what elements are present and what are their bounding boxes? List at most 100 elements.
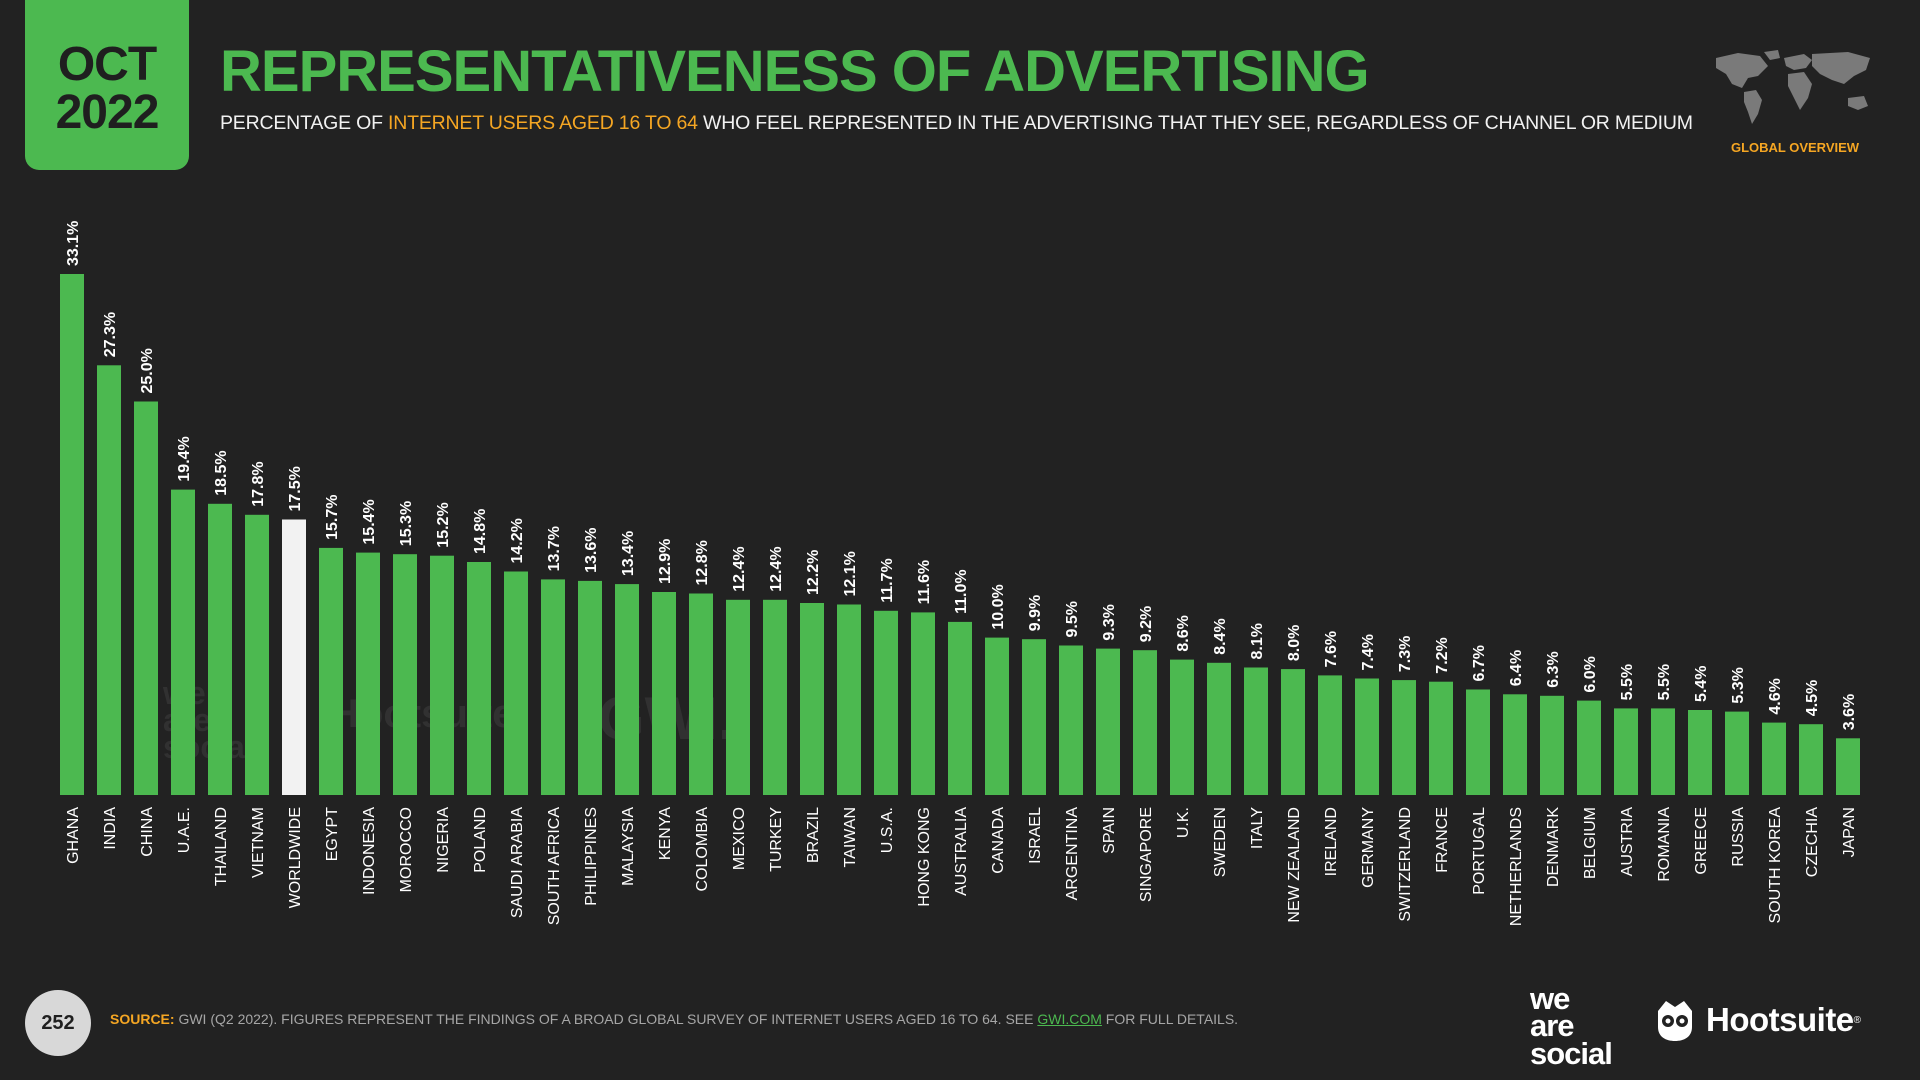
source-link[interactable]: GWI.COM bbox=[1037, 1011, 1102, 1027]
value-label: 12.4% bbox=[768, 546, 785, 591]
category-label: HONG KONG bbox=[916, 807, 933, 907]
category-label: ROMANIA bbox=[1656, 807, 1673, 882]
category-label: DENMARK bbox=[1545, 807, 1562, 887]
value-label: 6.0% bbox=[1582, 656, 1599, 692]
value-label: 12.1% bbox=[842, 551, 859, 596]
value-label: 9.5% bbox=[1064, 601, 1081, 637]
date-year: 2022 bbox=[55, 86, 160, 139]
category-label: POLAND bbox=[472, 807, 489, 873]
value-label: 5.4% bbox=[1693, 666, 1710, 702]
subtitle-pre: PERCENTAGE OF bbox=[220, 112, 389, 134]
bar-u-k bbox=[1170, 659, 1194, 795]
hootsuite-name: Hootsuite bbox=[1706, 1001, 1854, 1038]
region-indicator: GLOBAL OVERVIEW bbox=[1690, 48, 1900, 158]
value-label: 13.6% bbox=[583, 528, 600, 573]
value-label: 10.0% bbox=[990, 584, 1007, 629]
subtitle-post: WHO FEEL REPRESENTED IN THE ADVERTISING … bbox=[697, 112, 1693, 134]
bar-brazil bbox=[800, 603, 824, 795]
bar-italy bbox=[1244, 667, 1268, 795]
category-label: AUSTRALIA bbox=[953, 807, 970, 896]
bar-u-a-e bbox=[171, 489, 195, 795]
page-number: 252 bbox=[25, 990, 91, 1056]
bar-ghana bbox=[60, 274, 84, 795]
value-label: 7.6% bbox=[1323, 631, 1340, 667]
value-label: 5.5% bbox=[1619, 664, 1636, 700]
bar-indonesia bbox=[356, 552, 380, 795]
category-label: SPAIN bbox=[1101, 807, 1118, 854]
value-label: 4.5% bbox=[1804, 680, 1821, 716]
category-label: AUSTRIA bbox=[1619, 807, 1636, 877]
hootsuite-reg: ® bbox=[1853, 1014, 1862, 1026]
category-label: BRAZIL bbox=[805, 807, 822, 863]
bar-taiwan bbox=[837, 604, 861, 795]
value-label: 13.7% bbox=[546, 526, 563, 571]
bar-turkey bbox=[763, 599, 787, 795]
region-label: GLOBAL OVERVIEW bbox=[1730, 140, 1860, 155]
value-label: 17.5% bbox=[287, 466, 304, 511]
category-label: TAIWAN bbox=[842, 807, 859, 867]
value-label: 15.3% bbox=[398, 501, 415, 546]
bar-spain bbox=[1096, 648, 1120, 795]
value-label: 11.7% bbox=[879, 558, 896, 602]
category-label: SWEDEN bbox=[1212, 807, 1229, 877]
category-label: RUSSIA bbox=[1730, 807, 1747, 867]
value-label: 15.7% bbox=[324, 495, 341, 540]
category-label: U.K. bbox=[1175, 807, 1192, 838]
category-label: GERMANY bbox=[1360, 807, 1377, 888]
bar-greece bbox=[1688, 710, 1712, 795]
bar-sweden bbox=[1207, 662, 1231, 795]
value-label: 13.4% bbox=[620, 531, 637, 576]
category-label: CHINA bbox=[139, 807, 156, 857]
bar-singapore bbox=[1133, 650, 1157, 795]
value-label: 17.8% bbox=[250, 461, 267, 506]
bar-russia bbox=[1725, 711, 1749, 795]
value-label: 5.3% bbox=[1730, 667, 1747, 703]
category-label: JAPAN bbox=[1841, 807, 1858, 857]
bar-france bbox=[1429, 681, 1453, 795]
category-label: WORLDWIDE bbox=[287, 807, 304, 908]
category-label: SWITZERLAND bbox=[1397, 807, 1414, 922]
hootsuite-logo: Hootsuite ® bbox=[1652, 995, 1861, 1045]
value-label: 25.0% bbox=[139, 348, 156, 393]
source-text: GWI (Q2 2022). FIGURES REPRESENT THE FIN… bbox=[174, 1011, 1038, 1027]
bar-hong-kong bbox=[911, 612, 935, 795]
category-label: INDONESIA bbox=[361, 807, 378, 895]
value-label: 19.4% bbox=[176, 436, 193, 481]
logo-was-line1: we bbox=[1530, 981, 1570, 1016]
bar-india bbox=[97, 365, 121, 795]
category-label: BELGIUM bbox=[1582, 807, 1599, 879]
bar-new-zealand bbox=[1281, 669, 1305, 795]
source-note: SOURCE: GWI (Q2 2022). FIGURES REPRESENT… bbox=[110, 1011, 1238, 1027]
category-label: GREECE bbox=[1693, 807, 1710, 875]
category-label: ARGENTINA bbox=[1064, 807, 1081, 901]
bar-canada bbox=[985, 637, 1009, 795]
value-label: 8.1% bbox=[1249, 623, 1266, 659]
category-label: MOROCCO bbox=[398, 807, 415, 892]
value-label: 12.9% bbox=[657, 539, 674, 584]
source-tail: FOR FULL DETAILS. bbox=[1101, 1011, 1239, 1027]
bar-vietnam bbox=[245, 514, 269, 795]
world-map-icon bbox=[1716, 50, 1870, 124]
bar-colombia bbox=[689, 593, 713, 795]
category-label: SOUTH AFRICA bbox=[546, 807, 563, 926]
value-label: 6.3% bbox=[1545, 651, 1562, 687]
category-label: SAUDI ARABIA bbox=[509, 807, 526, 918]
owl-icon bbox=[1658, 1001, 1692, 1041]
category-label: NEW ZEALAND bbox=[1286, 807, 1303, 923]
value-label: 6.7% bbox=[1471, 645, 1488, 681]
value-label: 9.9% bbox=[1027, 595, 1044, 631]
bar-denmark bbox=[1540, 695, 1564, 795]
value-label: 9.2% bbox=[1138, 606, 1155, 642]
logo-was-line3: social bbox=[1530, 1035, 1613, 1071]
category-label: NIGERIA bbox=[435, 807, 452, 873]
bar-china bbox=[134, 401, 158, 795]
subtitle-highlight: INTERNET USERS AGED 16 TO 64 bbox=[388, 112, 698, 134]
category-label: ITALY bbox=[1249, 807, 1266, 849]
category-label: IRELAND bbox=[1323, 807, 1340, 876]
category-label: NETHERLANDS bbox=[1508, 807, 1525, 926]
value-label: 33.1% bbox=[65, 221, 82, 266]
category-label: SOUTH KOREA bbox=[1767, 807, 1784, 924]
value-label: 12.2% bbox=[805, 550, 822, 595]
bar-u-s-a bbox=[874, 610, 898, 795]
bar-australia bbox=[948, 621, 972, 795]
